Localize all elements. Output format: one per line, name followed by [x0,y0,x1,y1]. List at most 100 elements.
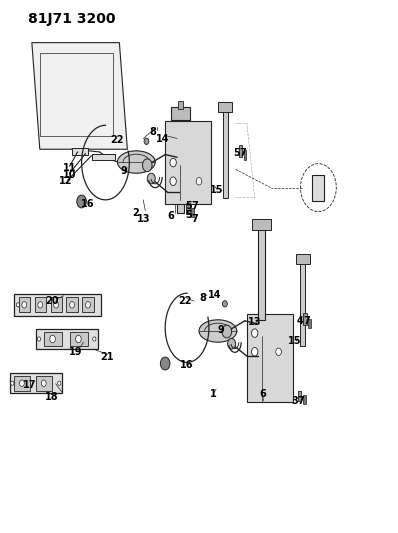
Bar [308,319,311,328]
Text: 6: 6 [259,390,266,399]
Bar [178,101,183,109]
Text: 10: 10 [63,170,76,180]
Bar [44,332,62,346]
Text: 16: 16 [81,199,94,208]
Text: 20: 20 [45,296,59,306]
Circle shape [228,338,236,349]
Bar [40,53,113,136]
Bar [252,219,271,230]
Text: 17: 17 [23,380,37,390]
Bar [312,175,324,201]
Ellipse shape [199,320,237,342]
Circle shape [22,302,27,308]
Circle shape [142,159,152,172]
Text: 7: 7 [303,316,310,326]
Bar [244,150,246,160]
Bar [165,121,211,204]
Circle shape [77,195,86,208]
Text: 13: 13 [248,318,261,327]
Text: 15: 15 [288,336,301,346]
Bar [296,254,310,264]
Text: 15: 15 [210,185,224,195]
Bar [218,102,232,112]
Circle shape [252,348,258,356]
Bar [14,294,101,316]
Circle shape [41,380,46,386]
Bar [258,224,265,320]
Bar [186,203,190,214]
Bar [66,297,78,312]
Circle shape [170,177,176,185]
Text: 9: 9 [120,166,127,175]
Text: 8: 8 [199,294,207,303]
Text: 6: 6 [168,211,174,221]
Bar [19,297,30,312]
Text: 4: 4 [297,316,304,326]
Circle shape [252,329,258,337]
Circle shape [222,301,227,307]
Circle shape [76,335,81,343]
Text: 3: 3 [291,397,298,406]
Text: 7: 7 [192,201,198,211]
Text: 18: 18 [45,392,59,402]
Circle shape [37,337,41,341]
Circle shape [276,348,281,356]
Circle shape [54,302,59,308]
Circle shape [144,138,149,144]
Circle shape [160,357,170,370]
Circle shape [196,177,202,185]
Circle shape [16,303,20,307]
Text: 5: 5 [234,148,240,158]
Text: 7: 7 [297,397,304,406]
Bar [35,297,46,312]
Circle shape [70,302,74,308]
Text: 12: 12 [59,176,72,186]
Bar [303,395,306,404]
Circle shape [58,381,61,385]
Bar [177,112,184,213]
Polygon shape [32,43,127,149]
Text: 9: 9 [218,326,224,335]
Text: 7: 7 [240,148,246,158]
Circle shape [93,337,96,341]
Circle shape [20,380,24,386]
Text: 22: 22 [178,296,192,306]
Text: 5: 5 [186,210,192,220]
Text: 2: 2 [132,208,139,218]
Text: 8: 8 [150,127,157,136]
Text: 14: 14 [156,134,170,143]
Bar [36,329,98,349]
Circle shape [86,302,90,308]
Text: 14: 14 [208,290,222,300]
Text: 22: 22 [111,135,124,144]
Circle shape [50,335,55,343]
Text: 19: 19 [69,347,82,357]
Circle shape [38,302,43,308]
Text: 16: 16 [180,360,194,370]
Bar [239,145,242,157]
Bar [247,314,293,402]
Bar [191,208,194,217]
Bar [10,373,62,393]
Text: 81J71 3200: 81J71 3200 [28,12,115,26]
Circle shape [222,325,232,338]
Text: 11: 11 [63,163,76,173]
Text: 5: 5 [186,201,192,211]
Bar [303,313,307,325]
Circle shape [11,381,14,385]
Text: 1: 1 [210,390,216,399]
Bar [36,376,52,391]
Bar [82,297,94,312]
Bar [92,154,115,160]
Bar [51,297,62,312]
Bar [300,259,305,346]
Bar [298,391,301,401]
Bar [223,105,228,198]
Circle shape [170,158,176,167]
Text: 13: 13 [137,214,150,223]
Bar [72,148,88,155]
Bar [14,376,30,391]
Text: 7: 7 [192,214,198,223]
Ellipse shape [117,151,155,173]
Circle shape [147,173,155,184]
